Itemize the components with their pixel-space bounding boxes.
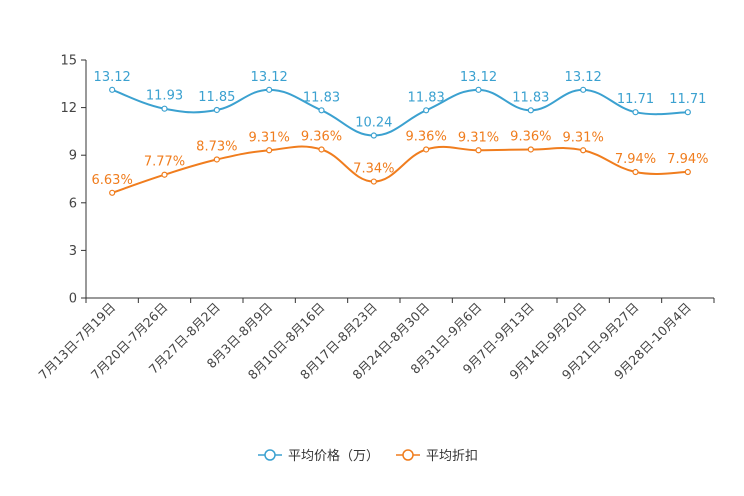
data-label: 13.12 [565, 70, 602, 85]
data-label: 9.36% [406, 129, 447, 144]
data-point[interactable] [266, 86, 273, 93]
data-label: 7.94% [667, 152, 708, 167]
data-label: 9.36% [510, 129, 551, 144]
data-point[interactable] [161, 105, 168, 112]
y-tick-label: 3 [69, 244, 77, 259]
y-tick-label: 9 [69, 149, 77, 164]
data-label: 9.31% [249, 130, 290, 145]
data-label: 11.71 [617, 92, 654, 107]
data-label: 9.31% [563, 130, 604, 145]
data-point[interactable] [632, 168, 639, 176]
data-point[interactable] [266, 147, 273, 154]
data-label: 8.73% [196, 139, 237, 154]
y-tick-label: 6 [69, 196, 77, 211]
legend[interactable]: 平均价格（万） 平均折扣 [258, 448, 478, 464]
data-point[interactable] [318, 146, 325, 153]
data-point[interactable] [580, 86, 587, 93]
data-point[interactable] [370, 132, 377, 139]
data-label: 11.93 [146, 89, 183, 104]
series-0: 13.12 11.93 11.85 13.12 11.83 10.24 11.83 13.12… [94, 70, 706, 139]
data-point[interactable] [475, 147, 482, 154]
data-label: 11.85 [198, 90, 235, 105]
data-point[interactable] [213, 156, 220, 163]
legend-label: 平均价格（万） [288, 448, 379, 464]
y-tick-label: 12 [60, 101, 77, 116]
data-point[interactable] [423, 107, 430, 114]
series-group: 13.12 11.93 11.85 13.12 11.83 10.24 11.83 13.12… [92, 70, 708, 196]
data-point[interactable] [161, 171, 168, 178]
data-label: 13.12 [460, 70, 497, 85]
legend-marker-icon [264, 449, 276, 461]
data-point[interactable] [318, 107, 325, 114]
data-label: 9.36% [301, 129, 342, 144]
data-label: 11.71 [669, 92, 706, 107]
data-label: 11.83 [512, 90, 549, 105]
data-label: 13.12 [94, 70, 131, 85]
data-point[interactable] [527, 146, 534, 153]
data-label: 7.34% [353, 162, 394, 177]
data-label: 13.12 [251, 70, 288, 85]
legend-label: 平均折扣 [426, 449, 478, 464]
data-label: 7.94% [615, 152, 656, 167]
data-label: 11.83 [408, 90, 445, 105]
legend-item-0[interactable]: 平均价格（万） [258, 448, 379, 464]
data-point[interactable] [527, 107, 534, 114]
data-point[interactable] [475, 86, 482, 93]
data-label: 11.83 [303, 90, 340, 105]
y-tick-label: 0 [69, 292, 77, 307]
data-point[interactable] [684, 109, 691, 116]
data-label: 7.77% [144, 155, 185, 170]
data-label: 6.63% [92, 173, 133, 188]
x-axis: 7月13日-7月19日7月20日-7月26日7月27日-8月2日8月3日-8月9… [35, 297, 715, 382]
legend-marker-icon [402, 449, 414, 461]
data-point[interactable] [684, 168, 691, 176]
data-point[interactable] [213, 106, 220, 114]
data-label: 9.31% [458, 130, 499, 145]
series-1: 6.63% 7.77% 8.73% 9.31% 9.36% 7.34% 9.36% 9.31%… [92, 129, 708, 196]
data-point[interactable] [632, 109, 639, 116]
data-point[interactable] [423, 146, 430, 153]
y-tick-label: 15 [60, 54, 77, 69]
legend-item-1[interactable]: 平均折扣 [396, 449, 478, 464]
data-point[interactable] [370, 178, 377, 185]
data-point[interactable] [109, 189, 116, 196]
data-point[interactable] [109, 86, 116, 93]
data-label: 10.24 [355, 116, 392, 131]
y-axis: 0 3 6 9 12 15 [60, 54, 87, 307]
data-point[interactable] [580, 147, 587, 154]
